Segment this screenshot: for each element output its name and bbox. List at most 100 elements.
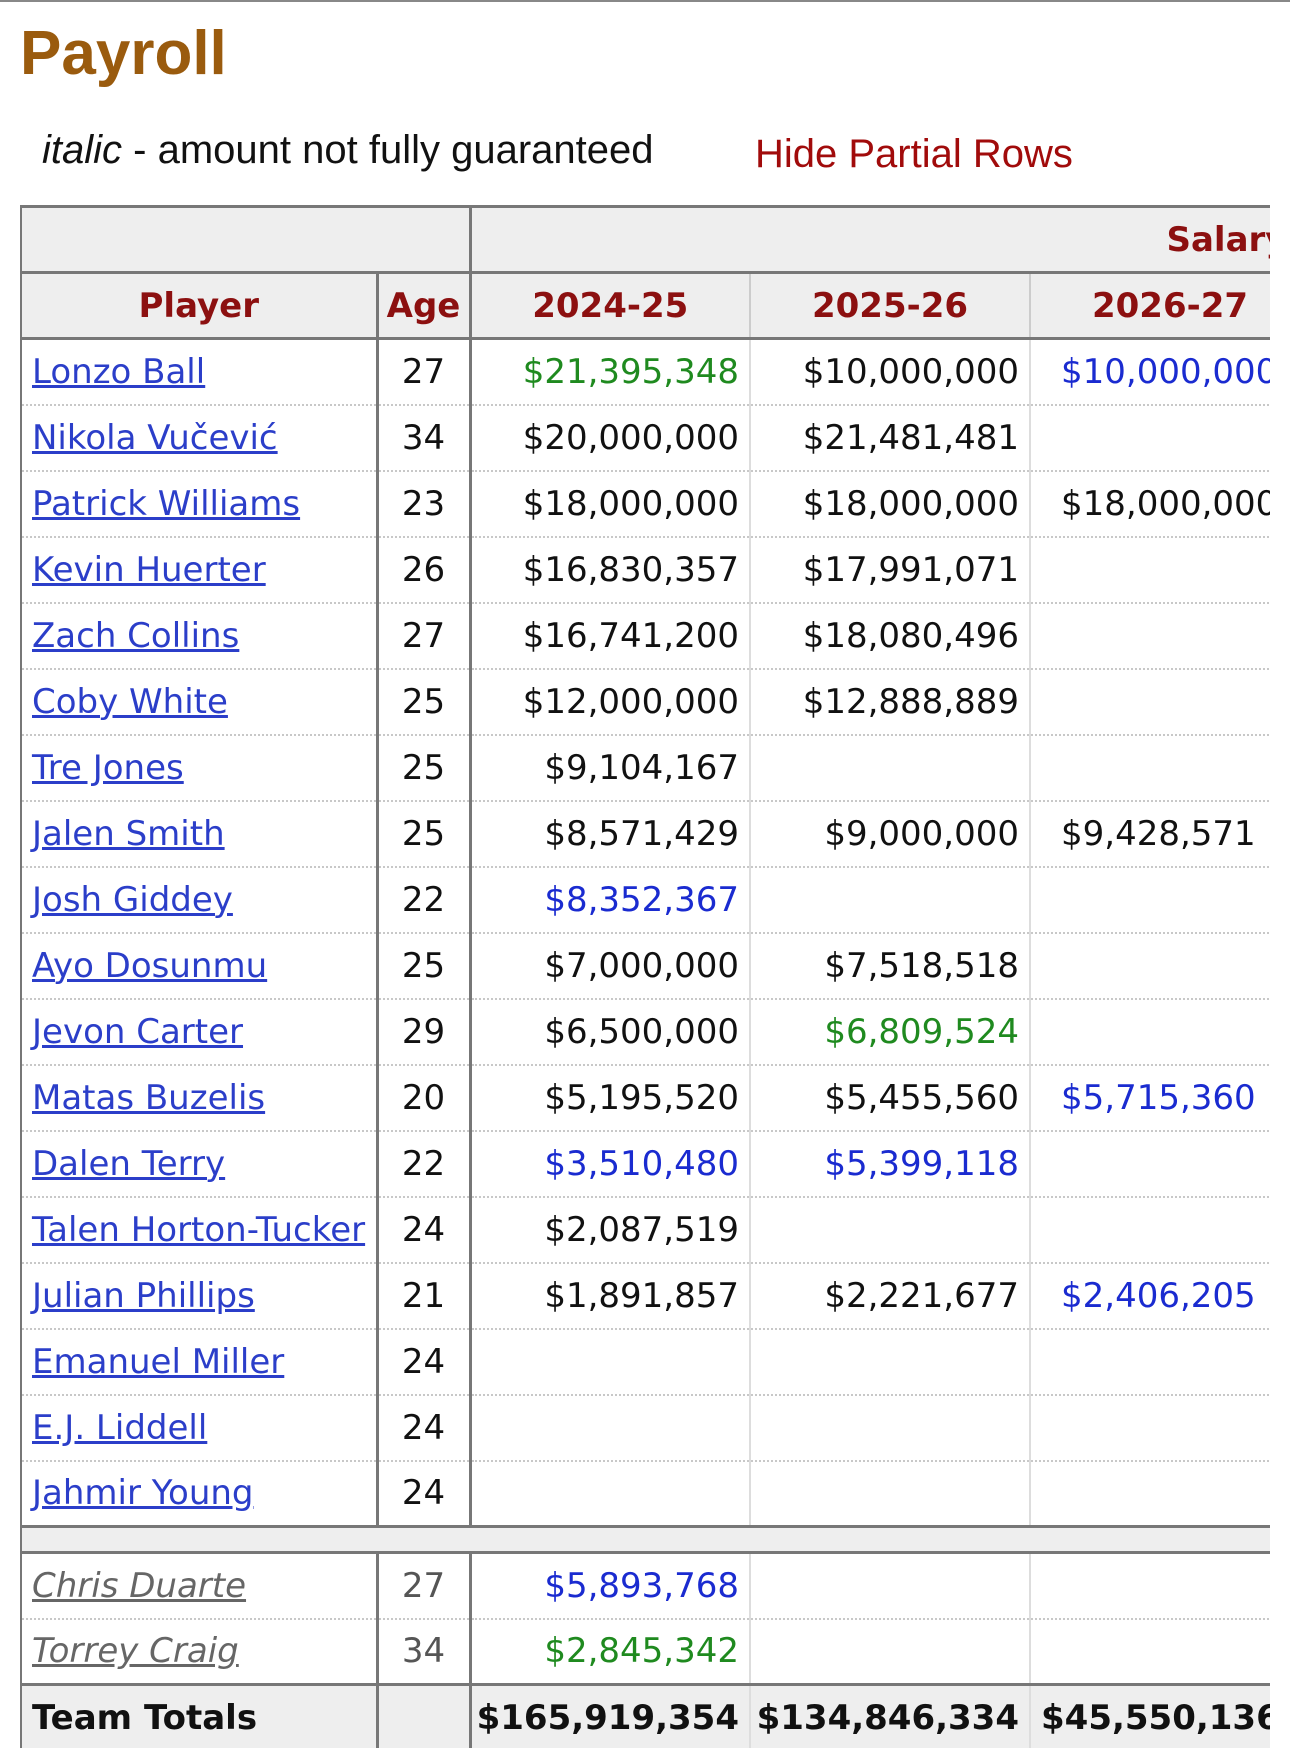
table-row: Lonzo Ball 27 $21,395,348 $10,000,000 $10,00…	[20, 338, 1270, 406]
table-row: E.J. Liddell 24	[20, 1394, 1270, 1462]
salary-2024-25-cell: $16,741,200	[470, 602, 751, 670]
salary-2025-26-cell	[750, 1328, 1031, 1396]
salary-2025-26-cell: $18,080,496	[750, 602, 1031, 670]
salary-2026-27-cell: $10,000,000	[1030, 338, 1270, 406]
salary-2026-27-cell	[1030, 932, 1270, 1000]
player-link[interactable]: Zach Collins	[32, 615, 240, 656]
season-2025-26-header[interactable]: 2025-26	[750, 272, 1031, 340]
player-link[interactable]: Ayo Dosunmu	[32, 945, 268, 986]
table-row: Talen Horton-Tucker 24 $2,087,519	[20, 1196, 1270, 1264]
team-totals-row: Team Totals $165,919,354 $134,846,334 $4…	[20, 1683, 1270, 1748]
player-cell: Dalen Terry	[20, 1130, 377, 1198]
salary-2024-25-cell: $3,510,480	[470, 1130, 751, 1198]
table-row: Zach Collins 27 $16,741,200 $18,080,496	[20, 602, 1270, 670]
total-2024-25: $165,919,354	[470, 1683, 751, 1748]
age-cell: 29	[375, 998, 472, 1066]
salary-2025-26-cell	[750, 734, 1031, 802]
table-row: Josh Giddey 22 $8,352,367	[20, 866, 1270, 934]
player-link[interactable]: Chris Duarte	[32, 1565, 247, 1606]
player-link[interactable]: Jevon Carter	[32, 1011, 244, 1052]
partial-rows-separator	[20, 1525, 1270, 1554]
salary-2024-25-cell: $12,000,000	[470, 668, 751, 736]
player-link[interactable]: Josh Giddey	[32, 879, 233, 920]
player-cell: Zach Collins	[20, 602, 377, 670]
player-link[interactable]: Lonzo Ball	[32, 351, 206, 392]
age-column-header[interactable]: Age	[375, 272, 472, 340]
salary-2025-26-cell: $21,481,481	[750, 404, 1031, 472]
player-cell: Ayo Dosunmu	[20, 932, 377, 1000]
payroll-table: Salary Player Age 2024-25 2025-26 2026-2…	[20, 205, 1270, 1748]
payroll-table-container[interactable]: Salary Player Age 2024-25 2025-26 2026-2…	[20, 205, 1270, 1748]
player-cell: Jevon Carter	[20, 998, 377, 1066]
salary-2025-26-cell: $12,888,889	[750, 668, 1031, 736]
salary-2024-25-cell: $16,830,357	[470, 536, 751, 604]
season-2024-25-header[interactable]: 2024-25	[470, 272, 751, 340]
age-cell: 22	[375, 1130, 472, 1198]
salary-2024-25-cell: $2,087,519	[470, 1196, 751, 1264]
player-link[interactable]: Dalen Terry	[32, 1143, 226, 1184]
player-link[interactable]: Julian Phillips	[32, 1275, 255, 1316]
table-row: Kevin Huerter 26 $16,830,357 $17,991,071	[20, 536, 1270, 604]
player-link[interactable]: Jahmir Young	[32, 1473, 254, 1514]
salary-2025-26-cell: $5,455,560	[750, 1064, 1031, 1132]
salary-2025-26-cell: $7,518,518	[750, 932, 1031, 1000]
player-link[interactable]: Kevin Huerter	[32, 549, 266, 590]
player-cell: E.J. Liddell	[20, 1394, 377, 1462]
salary-2026-27-cell	[1030, 866, 1270, 934]
salary-group-header: Salary	[470, 205, 1270, 274]
age-cell: 25	[375, 668, 472, 736]
table-row: Jahmir Young 24	[20, 1460, 1270, 1528]
group-header-spacer	[20, 205, 472, 274]
salary-2026-27-cell	[1030, 668, 1270, 736]
salary-2024-25-cell	[470, 1460, 751, 1528]
salary-2026-27-cell	[1030, 1394, 1270, 1462]
player-link[interactable]: Tre Jones	[32, 747, 184, 788]
salary-2026-27-cell	[1030, 536, 1270, 604]
table-row: Torrey Craig 34 $2,845,342	[20, 1618, 1270, 1686]
table-row: Julian Phillips 21 $1,891,857 $2,221,677 $2,…	[20, 1262, 1270, 1330]
team-totals-label: Team Totals	[20, 1683, 377, 1748]
salary-2025-26-cell	[750, 1460, 1031, 1528]
salary-2026-27-cell	[1030, 998, 1270, 1066]
salary-2025-26-cell: $10,000,000	[750, 338, 1031, 406]
player-link[interactable]: Talen Horton-Tucker	[32, 1209, 366, 1250]
salary-2025-26-cell: $5,399,118	[750, 1130, 1031, 1198]
salary-2024-25-cell: $5,195,520	[470, 1064, 751, 1132]
salary-2026-27-cell	[1030, 1552, 1270, 1620]
salary-2024-25-cell: $20,000,000	[470, 404, 751, 472]
player-cell: Lonzo Ball	[20, 338, 377, 406]
salary-2026-27-cell: $9,428,571	[1030, 800, 1270, 868]
player-link[interactable]: Matas Buzelis	[32, 1077, 266, 1118]
table-row: Coby White 25 $12,000,000 $12,888,889	[20, 668, 1270, 736]
salary-2026-27-cell	[1030, 602, 1270, 670]
player-cell: Jahmir Young	[20, 1460, 377, 1528]
salary-2024-25-cell: $7,000,000	[470, 932, 751, 1000]
salary-2025-26-cell: $18,000,000	[750, 470, 1031, 538]
player-link[interactable]: Emanuel Miller	[32, 1341, 285, 1382]
table-row: Patrick Williams 23 $18,000,000 $18,000,000…	[20, 470, 1270, 538]
salary-2025-26-cell: $17,991,071	[750, 536, 1031, 604]
age-cell: 24	[375, 1460, 472, 1528]
salary-2025-26-cell	[750, 1618, 1031, 1686]
salary-2024-25-cell: $21,395,348	[470, 338, 751, 406]
salary-2026-27-cell: $18,000,000	[1030, 470, 1270, 538]
hide-partial-rows-link[interactable]: Hide Partial Rows	[755, 132, 1073, 176]
player-link[interactable]: Jalen Smith	[32, 813, 225, 854]
age-cell: 22	[375, 866, 472, 934]
salary-2026-27-cell	[1030, 734, 1270, 802]
salary-2025-26-cell	[750, 1394, 1031, 1462]
table-row: Chris Duarte 27 $5,893,768	[20, 1552, 1270, 1620]
age-cell: 25	[375, 800, 472, 868]
player-column-header[interactable]: Player	[20, 272, 377, 340]
player-link[interactable]: Coby White	[32, 681, 228, 722]
salary-2025-26-cell	[750, 866, 1031, 934]
player-cell: Chris Duarte	[20, 1552, 377, 1620]
salary-2025-26-cell: $9,000,000	[750, 800, 1031, 868]
player-link[interactable]: E.J. Liddell	[32, 1407, 208, 1448]
salary-2024-25-cell: $18,000,000	[470, 470, 751, 538]
season-2026-27-header[interactable]: 2026-27	[1030, 272, 1270, 340]
player-rows: Lonzo Ball 27 $21,395,348 $10,000,000 $10,00…	[20, 338, 1270, 1528]
player-link[interactable]: Patrick Williams	[32, 483, 301, 524]
player-link[interactable]: Nikola Vučević	[32, 417, 278, 458]
player-link[interactable]: Torrey Craig	[32, 1631, 239, 1672]
